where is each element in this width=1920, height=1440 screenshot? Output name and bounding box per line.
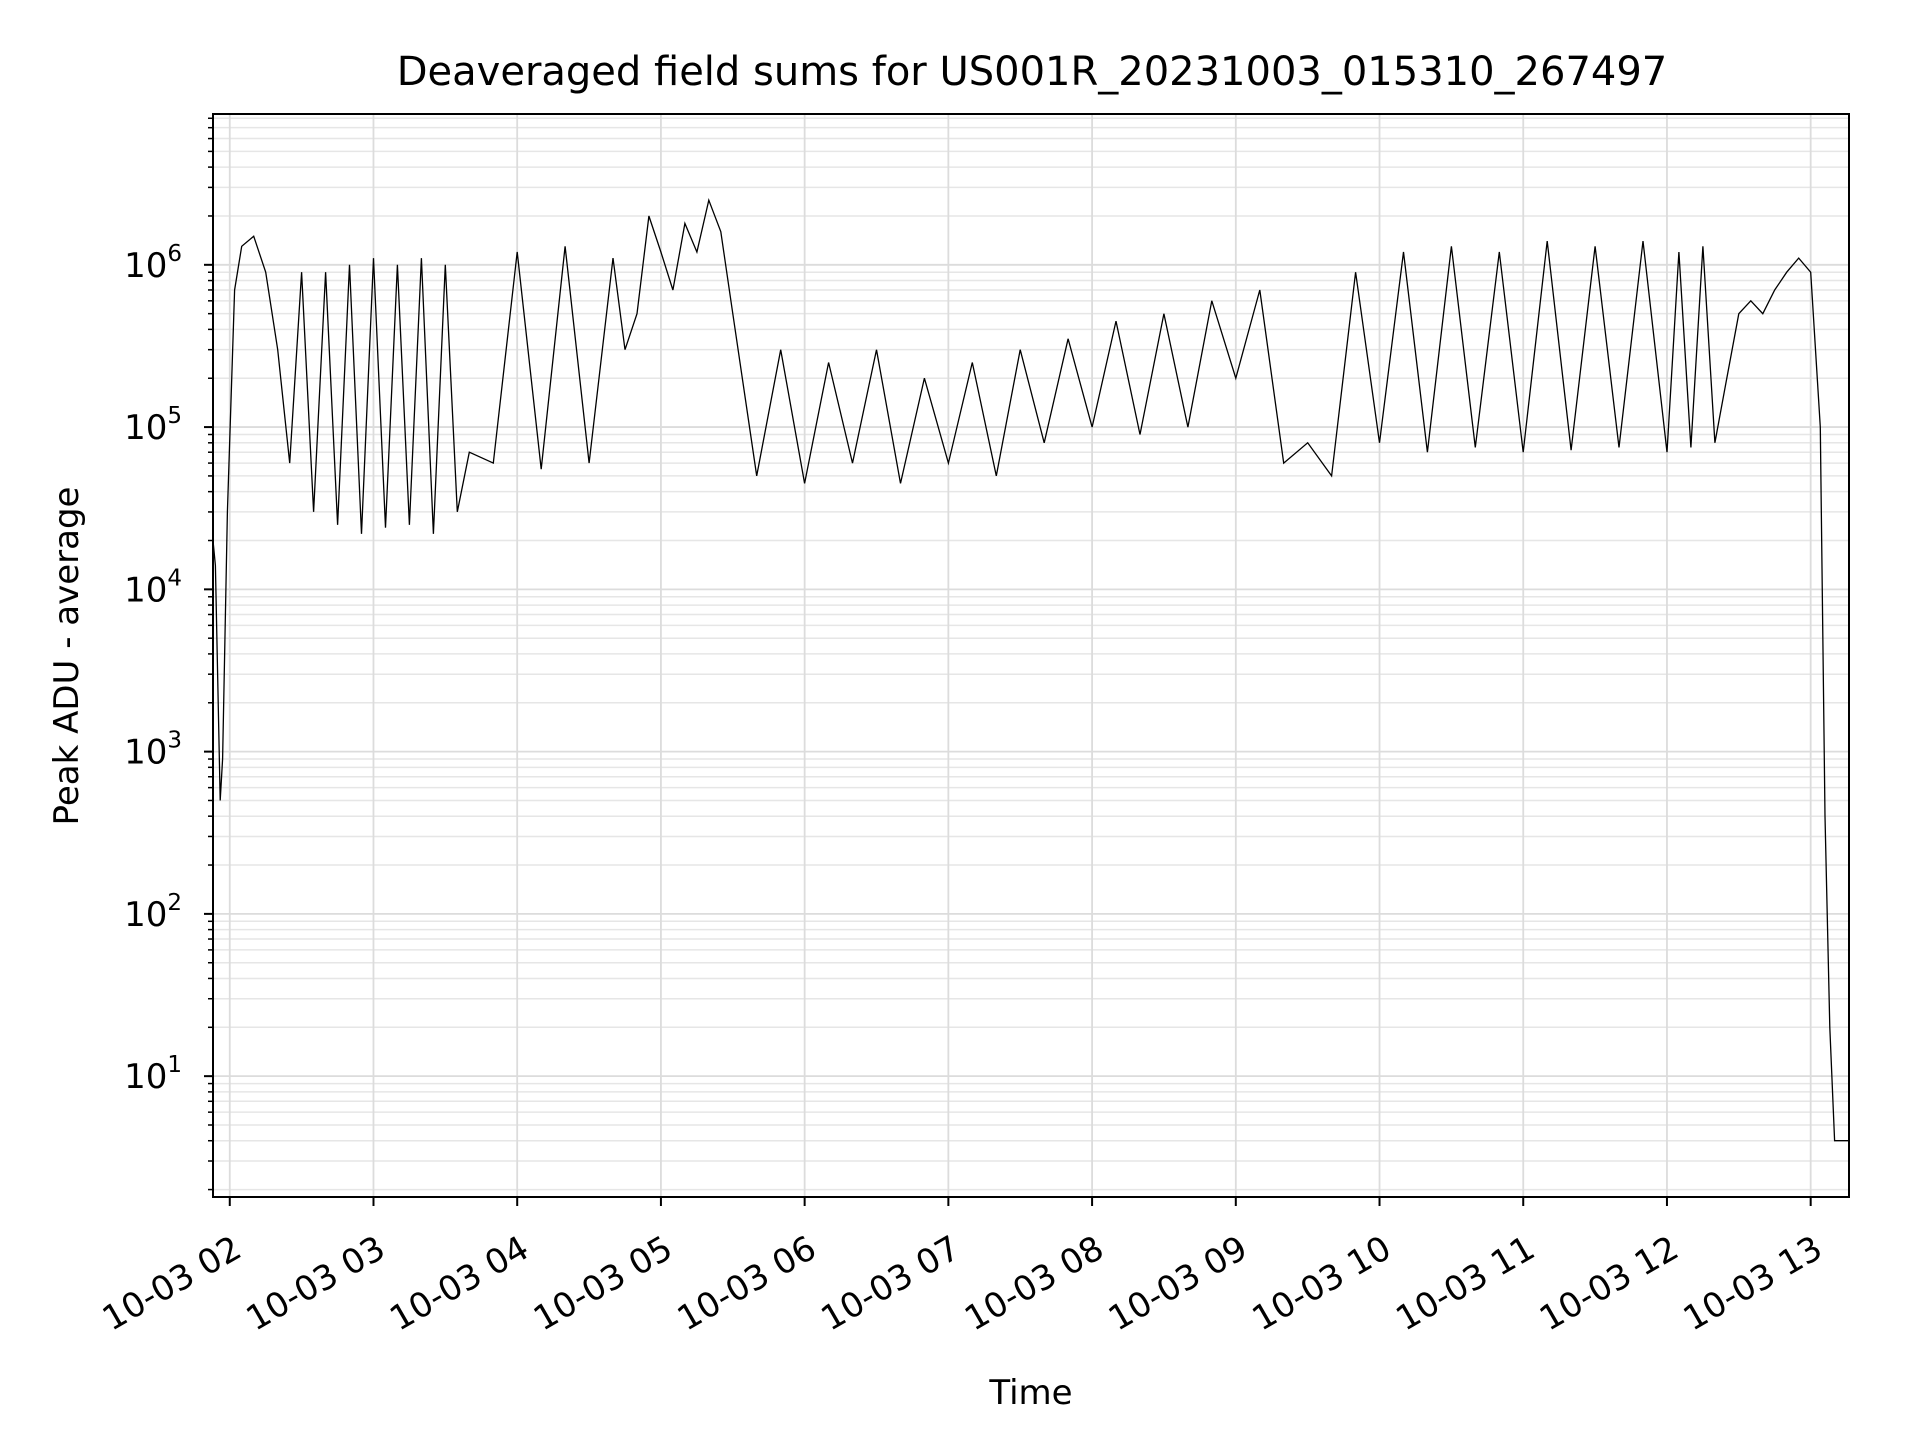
y-axis-label: Peak ADU - average (47, 487, 87, 826)
x-axis-label: Time (988, 1373, 1072, 1413)
y-tick-label: 101 (124, 1052, 182, 1097)
y-axis: 101 102 103 104 105 106 (124, 117, 213, 1191)
x-tick-label: 10-03 07 (814, 1228, 966, 1339)
chart-title: Deaveraged field sums for US001R_2023100… (397, 49, 1668, 95)
x-tick-label: 10-03 08 (958, 1228, 1110, 1339)
x-tick-label: 10-03 04 (383, 1228, 535, 1339)
grid-major (213, 114, 1849, 1197)
y-tick-label: 105 (124, 403, 182, 448)
x-tick-label: 10-03 13 (1677, 1228, 1829, 1339)
x-tick-label: 10-03 09 (1102, 1228, 1254, 1339)
y-tick-label: 103 (124, 728, 182, 773)
y-tick-label: 104 (124, 565, 182, 610)
y-tick-label: 102 (124, 890, 182, 935)
series-line (212, 197, 1849, 1142)
y-tick-label: 106 (124, 241, 182, 286)
x-tick-label: 10-03 06 (671, 1228, 823, 1339)
x-tick-label: 10-03 05 (527, 1228, 679, 1339)
grid-minor (213, 117, 1849, 1191)
plot-frame (212, 113, 1850, 1198)
x-tick-label: 10-03 02 (96, 1228, 248, 1339)
data-series (212, 197, 1849, 1142)
x-tick-label: 10-03 10 (1246, 1228, 1398, 1339)
x-tick-label: 10-03 11 (1389, 1228, 1541, 1339)
x-tick-label: 10-03 03 (240, 1228, 392, 1339)
x-tick-label: 10-03 12 (1533, 1228, 1685, 1339)
